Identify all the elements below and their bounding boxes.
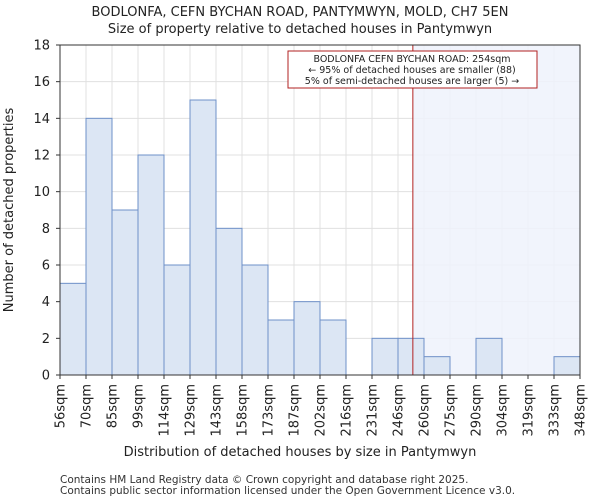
x-axis-label: Distribution of detached houses by size … <box>124 445 477 460</box>
annotation-frame <box>287 50 538 89</box>
bar <box>475 337 503 376</box>
y-tick-label: 6 <box>42 259 50 274</box>
x-tick-label: 333sqm <box>548 384 563 437</box>
x-tick-label: 143sqm <box>210 384 225 437</box>
x-tick-label: 216sqm <box>340 384 355 437</box>
annotation-line-1: BODLONFA CEFN BYCHAN ROAD: 254sqm <box>313 54 510 65</box>
bar <box>85 117 113 376</box>
y-tick-label: 0 <box>42 369 50 384</box>
x-tick-label: 202sqm <box>314 384 329 437</box>
x-tick-label: 246sqm <box>392 384 407 437</box>
x-tick-label: 348sqm <box>574 384 589 437</box>
bar <box>111 209 139 376</box>
chart-subtitle: Size of property relative to detached ho… <box>108 22 492 37</box>
bar <box>137 154 165 376</box>
x-tick-label: 99sqm <box>132 384 147 428</box>
x-tick-label: 260sqm <box>418 384 433 437</box>
y-tick-label: 2 <box>42 332 50 347</box>
annotation-line-2: ← 95% of detached houses are smaller (88… <box>308 65 515 76</box>
x-tick-label: 129sqm <box>184 384 199 437</box>
x-axis-ticks: 56sqm 70sqm 85sqm 99sqm 114sqm 129sqm 143sqm 15… <box>54 375 589 437</box>
y-tick-label: 12 <box>33 149 50 164</box>
annotation-line-3: 5% of semi-detached houses are larger (5… <box>305 76 519 87</box>
bars <box>59 99 581 376</box>
y-axis-ticks: 0 2 4 6 8 10 12 14 16 18 <box>33 39 60 384</box>
bar <box>397 337 425 376</box>
y-tick-label: 8 <box>42 222 50 237</box>
x-tick-label: 56sqm <box>54 384 69 428</box>
chart-title: BODLONFA, CEFN BYCHAN ROAD, PANTYMWYN, M… <box>92 5 509 20</box>
bar <box>423 356 451 376</box>
bar <box>189 99 217 376</box>
x-tick-label: 290sqm <box>470 384 485 437</box>
x-tick-label: 304sqm <box>496 384 511 437</box>
y-tick-label: 18 <box>33 39 50 54</box>
bar <box>241 264 269 376</box>
x-tick-label: 114sqm <box>158 384 173 437</box>
x-tick-label: 85sqm <box>106 384 121 428</box>
x-tick-label: 173sqm <box>262 384 277 437</box>
bar <box>267 319 295 376</box>
y-tick-label: 14 <box>33 112 50 127</box>
bar <box>163 264 191 376</box>
larger-properties-region <box>412 45 580 375</box>
x-tick-label: 275sqm <box>444 384 459 437</box>
bar <box>215 227 243 376</box>
x-tick-label: 231sqm <box>366 384 381 437</box>
bar <box>293 301 321 376</box>
x-tick-label: 319sqm <box>522 384 537 437</box>
bar <box>319 319 347 376</box>
bar <box>553 356 581 376</box>
y-axis-label: Number of detached properties <box>2 108 17 313</box>
footer-line-1: Contains HM Land Registry data © Crown c… <box>60 474 468 486</box>
x-tick-label: 158sqm <box>236 384 251 437</box>
bar <box>371 337 399 376</box>
x-tick-label: 187sqm <box>288 384 303 437</box>
x-tick-label: 70sqm <box>80 384 95 428</box>
footer-line-2: Contains public sector information licen… <box>60 485 515 497</box>
y-tick-label: 16 <box>33 75 50 90</box>
annotation-box: BODLONFA CEFN BYCHAN ROAD: 254sqm ← 95% … <box>287 50 538 89</box>
bar <box>59 282 87 376</box>
y-tick-label: 10 <box>33 185 50 200</box>
y-tick-label: 4 <box>42 295 50 310</box>
